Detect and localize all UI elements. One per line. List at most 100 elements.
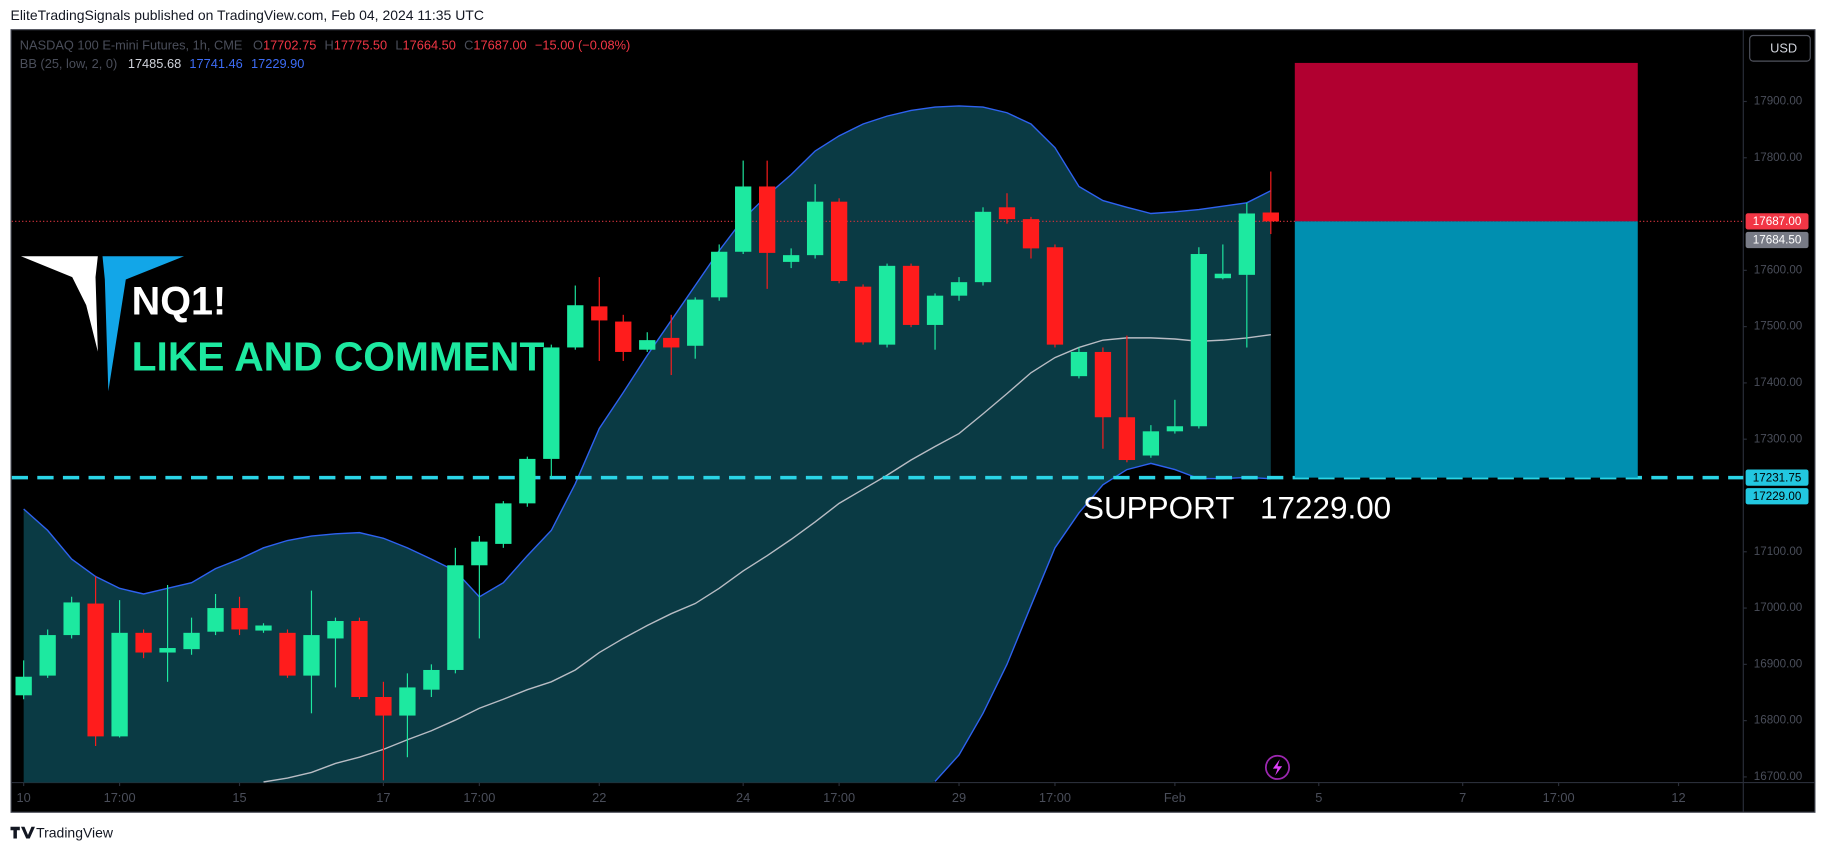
currency-button[interactable]	[1749, 34, 1811, 62]
candle-body	[1022, 219, 1040, 249]
x-tick-label: 17	[376, 790, 390, 805]
indicator-value: 17485.68	[128, 57, 181, 72]
candle-body	[15, 676, 32, 696]
price-label-box	[1745, 469, 1809, 486]
candle-body	[830, 201, 848, 282]
candle-body	[1238, 213, 1255, 275]
axes: 16700.00 16800.00 16900.00 17000.00 17100.00…	[17, 95, 1809, 805]
ohlc-value: 17687.00	[473, 38, 526, 53]
candle-body	[711, 251, 728, 298]
footer-logo	[10, 826, 35, 839]
candle-body	[663, 337, 680, 348]
candle-body	[950, 282, 968, 296]
candle-body	[207, 608, 224, 632]
candle-body	[687, 299, 704, 346]
symbol: NASDAQ 100 E-mini Futures, 1h, CME	[20, 38, 243, 53]
candle-body	[1214, 273, 1232, 279]
x-tick-label: 17:00	[463, 790, 495, 805]
ohlc-key: L	[395, 38, 402, 53]
candle-body	[183, 632, 200, 650]
band-line	[934, 462, 1271, 782]
x-tick-label: 17:00	[104, 790, 136, 805]
x-tick-label: 17:00	[823, 790, 855, 805]
x-tick-label: 15	[232, 790, 246, 805]
candle-body	[255, 625, 272, 631]
price-label: 17684.50	[1753, 234, 1802, 247]
price-label-box	[1745, 488, 1809, 505]
ohlc-value: 17664.50	[403, 38, 456, 53]
candle-body	[159, 648, 176, 653]
indicator-value: 17741.46	[189, 57, 242, 72]
x-tick-label: 10	[17, 790, 31, 805]
x-tick-label: 24	[736, 790, 750, 805]
band-line	[23, 105, 1272, 598]
events-icon[interactable]	[1264, 754, 1291, 780]
events-icon-bolt[interactable]	[1272, 759, 1283, 776]
candle-body	[878, 265, 896, 345]
y-tick-label: 17900.00	[1754, 95, 1803, 108]
y-tick-label: 17800.00	[1754, 151, 1803, 164]
candle-body	[543, 347, 560, 459]
candle-body	[399, 687, 416, 716]
x-tick-label: 5	[1315, 790, 1322, 805]
candle-body	[471, 541, 488, 566]
candle-body	[759, 186, 776, 253]
x-tick-label: 22	[592, 790, 606, 805]
x-tick-label: 7	[1459, 790, 1466, 805]
candle-body	[87, 603, 104, 737]
candle-body	[231, 608, 248, 630]
candle-body	[111, 632, 128, 737]
legend-main: NASDAQ 100 E-mini Futures, 1h, CME O1770…	[20, 38, 630, 53]
logo-left	[20, 256, 98, 352]
ticker-annotation: NQ1!	[132, 279, 227, 323]
x-tick-label: 17:00	[1543, 790, 1575, 805]
band-line	[263, 333, 1271, 783]
candle-body	[375, 696, 392, 716]
ohlc-key: O	[253, 38, 263, 53]
price-label: 17231.75	[1753, 471, 1802, 484]
legend-bands: BB (25, low, 2, 0) 17485.68 17741.46 172…	[20, 57, 305, 72]
candle-body	[1262, 212, 1279, 222]
y-tick-label: 17600.00	[1754, 263, 1803, 276]
candle-body	[615, 321, 632, 352]
y-tick-label: 17500.00	[1754, 320, 1803, 333]
candle-body	[423, 669, 440, 690]
x-tick-label: 17:00	[1039, 790, 1071, 805]
plot-area	[11, 62, 1744, 783]
candle-body	[303, 635, 320, 676]
x-tick-label: Feb	[1164, 790, 1186, 805]
y-tick-label: 17000.00	[1754, 601, 1803, 614]
candle-body	[1046, 247, 1064, 345]
candle-body	[1070, 351, 1088, 377]
y-tick-label: 16700.00	[1754, 770, 1803, 783]
ohlc-value: 17775.50	[334, 38, 387, 53]
price-label-box	[1745, 231, 1809, 249]
candle-body	[279, 632, 296, 676]
y-tick-label: 17400.00	[1754, 376, 1803, 389]
indicator-value: 17229.90	[251, 57, 304, 72]
ohlc-key: C	[464, 38, 473, 53]
candle-body	[39, 635, 56, 676]
target-zone	[1294, 221, 1638, 478]
candle-body	[1190, 254, 1208, 427]
candle-body	[854, 286, 872, 343]
candle-body	[1094, 351, 1112, 418]
candle-body	[735, 186, 752, 252]
currency-label[interactable]: USD	[1770, 40, 1797, 55]
ohlc-value: 17702.75	[263, 38, 316, 53]
candle-body	[1118, 417, 1136, 461]
candle-body	[902, 265, 920, 325]
candle-body	[926, 295, 944, 325]
candle-body	[519, 458, 536, 504]
ohlc-key: H	[325, 38, 334, 53]
band-fill	[23, 105, 1271, 783]
candle-body	[351, 621, 368, 697]
price-label: 17687.00	[1753, 215, 1802, 228]
price-label: 17229.00	[1753, 490, 1802, 503]
publisher-line: EliteTradingSignals published on Trading…	[11, 7, 484, 23]
candle-body	[806, 201, 824, 256]
candle-body	[1142, 431, 1160, 456]
x-tick-label: 29	[952, 790, 966, 805]
candle-body	[63, 602, 80, 636]
